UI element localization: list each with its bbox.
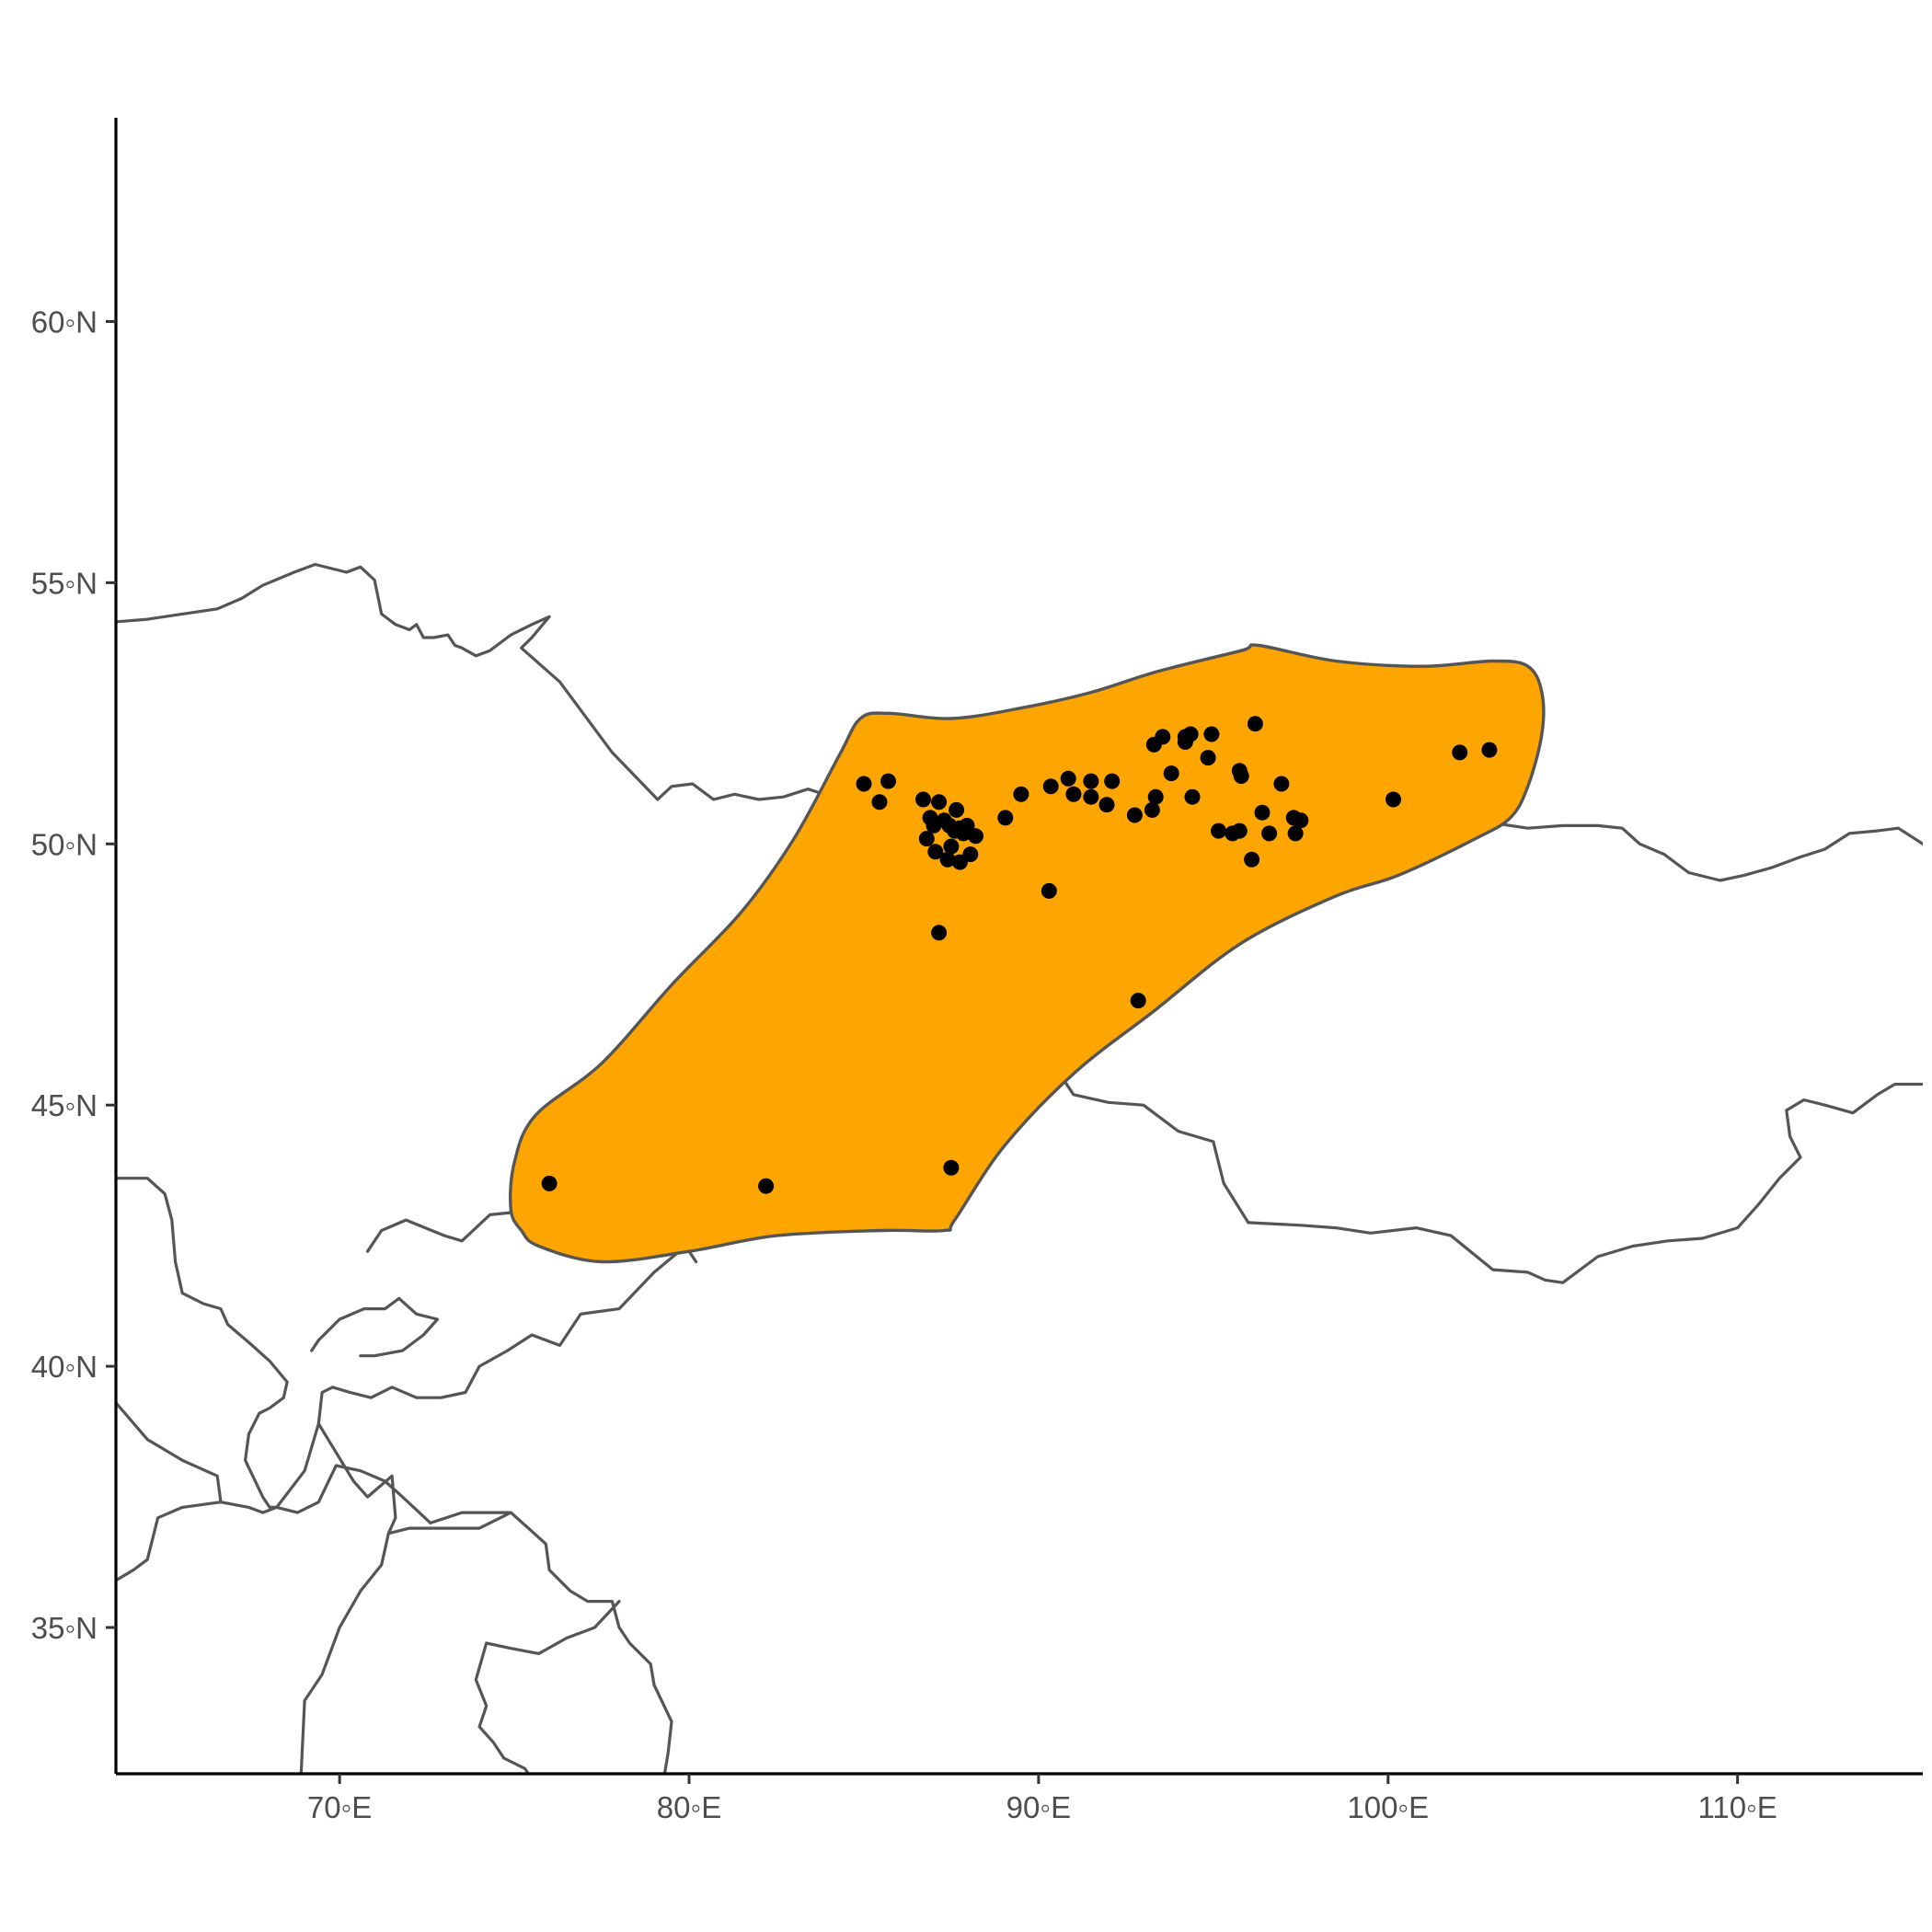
country-border-line	[386, 1511, 673, 1774]
occurrence-point	[1200, 750, 1216, 766]
occurrence-point	[915, 791, 931, 808]
occurrence-point	[1041, 882, 1057, 899]
occurrence-point	[1060, 770, 1076, 787]
occurrence-point	[1293, 812, 1309, 829]
occurrence-point	[1273, 776, 1290, 792]
country-border-line	[474, 1600, 621, 1774]
occurrence-point	[1254, 804, 1271, 821]
occurrence-point	[931, 925, 948, 941]
occurrence-point	[939, 851, 956, 868]
country-border-line	[116, 1177, 289, 1509]
y-tick-label: 35◦N	[31, 1611, 98, 1645]
occurrence-point	[1481, 742, 1498, 758]
occurrence-point	[1130, 993, 1146, 1009]
occurrence-point	[1163, 765, 1179, 782]
occurrence-point	[968, 828, 983, 845]
occurrence-point	[1098, 797, 1115, 813]
occurrence-point	[1013, 786, 1029, 802]
y-tick-label: 40◦N	[31, 1350, 98, 1384]
occurrence-point	[880, 773, 896, 789]
occurrence-point	[1083, 788, 1099, 805]
occurrence-point	[1083, 773, 1099, 789]
x-tick-label: 80◦E	[657, 1790, 721, 1824]
occurrence-point	[1233, 768, 1249, 784]
country-border-line	[316, 1244, 698, 1426]
occurrence-point	[1452, 744, 1468, 761]
occurrence-point	[871, 794, 888, 811]
occurrence-point	[955, 825, 972, 842]
y-tick-label: 45◦N	[31, 1088, 98, 1122]
occurrence-point	[1287, 825, 1304, 842]
occurrence-point	[1065, 786, 1082, 802]
occurrence-point	[943, 838, 960, 855]
occurrence-point	[541, 1175, 558, 1191]
country-border-line	[275, 1422, 397, 1774]
occurrence-point	[1126, 807, 1143, 823]
occurrence-points	[541, 716, 1498, 1194]
country-border-line	[116, 1501, 223, 1582]
occurrence-point	[927, 844, 944, 860]
occurrence-point	[1177, 729, 1193, 745]
country-border-line	[310, 1296, 440, 1358]
occurrence-point	[1386, 791, 1401, 808]
occurrence-point	[1247, 716, 1263, 732]
map-axes: 35◦N 40◦N 45◦N 50◦N 55◦N 60◦N 70◦E 80◦E 90◦E 100…	[31, 118, 1923, 1824]
occurrence-point	[1155, 729, 1171, 745]
occurrence-point	[997, 810, 1014, 826]
occurrence-point	[1231, 822, 1248, 839]
occurrence-point	[758, 1178, 775, 1194]
occurrence-point	[856, 776, 872, 792]
y-tick-label: 55◦N	[31, 566, 98, 600]
occurrence-point	[1244, 851, 1260, 868]
country-border-line	[116, 1401, 512, 1524]
x-tick-label: 90◦E	[1006, 1790, 1071, 1824]
occurrence-point	[1203, 726, 1220, 742]
species-range	[509, 643, 1546, 1264]
occurrence-point	[1211, 822, 1226, 839]
occurrence-point	[1144, 801, 1160, 818]
occurrence-point	[1104, 773, 1121, 789]
y-tick-label: 50◦N	[31, 827, 98, 861]
occurrence-point	[1184, 788, 1201, 805]
occurrence-point	[943, 1159, 960, 1176]
range-polygon	[509, 643, 1546, 1264]
x-tick-label: 100◦E	[1347, 1790, 1429, 1824]
occurrence-point	[1147, 788, 1164, 805]
x-tick-label: 110◦E	[1697, 1790, 1777, 1824]
occurrence-point	[1042, 778, 1059, 795]
occurrence-point	[962, 846, 979, 863]
y-tick-label: 60◦N	[31, 305, 98, 339]
occurrence-point	[1261, 825, 1278, 842]
country-border-line	[116, 562, 963, 891]
x-axis-ticks: 70◦E 80◦E 90◦E 100◦E 110◦E	[307, 1774, 1777, 1824]
y-axis-ticks: 35◦N 40◦N 45◦N 50◦N 55◦N 60◦N	[31, 305, 116, 1645]
occurrence-point	[949, 801, 965, 818]
x-tick-label: 70◦E	[307, 1790, 372, 1824]
occurrence-point	[918, 831, 935, 847]
occurrence-point	[931, 794, 948, 811]
